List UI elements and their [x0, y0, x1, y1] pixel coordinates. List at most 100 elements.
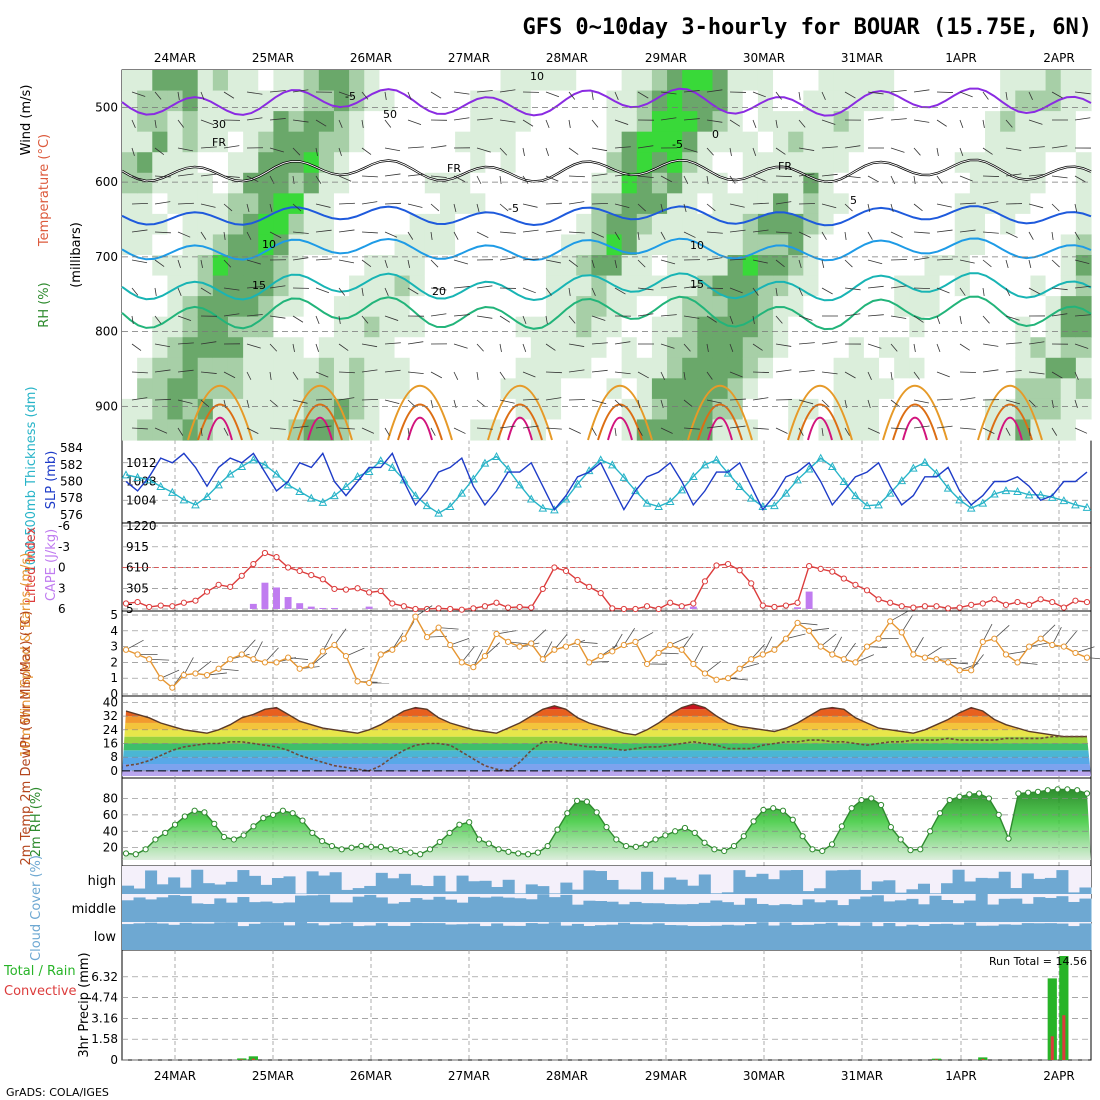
- rh-cell: [924, 275, 941, 297]
- wind-barb: [338, 91, 353, 97]
- wind-barb: [890, 203, 894, 213]
- rh-cell: [757, 193, 774, 215]
- rh-cell: [591, 213, 608, 236]
- cloud-cell-middle: [618, 904, 631, 922]
- wind-tick-label: 1: [110, 671, 118, 685]
- date-label-top: 31MAR: [841, 51, 883, 65]
- wind-barb: [407, 427, 410, 437]
- rh-point: [593, 809, 600, 816]
- temp-contour-minus5: [121, 87, 1092, 117]
- wind-barb: [568, 201, 585, 205]
- rh-cell: [515, 316, 532, 338]
- rh-cell: [1015, 316, 1032, 338]
- wind-barb: [913, 425, 930, 429]
- rh-cell: [212, 255, 229, 277]
- cloud-cell-high: [802, 891, 815, 894]
- rh-cell: [500, 70, 517, 92]
- wind-barb: [959, 343, 970, 351]
- contour-label: 50: [383, 108, 397, 121]
- rh-cell: [879, 213, 895, 236]
- temp-color-bands: [122, 704, 1091, 776]
- wind-barb: [246, 175, 259, 183]
- rh-cell: [833, 337, 850, 359]
- cloud-cell-low: [825, 922, 838, 950]
- rh-point: [397, 847, 404, 855]
- rh-cell: [742, 255, 759, 277]
- rh-cell: [258, 234, 275, 256]
- lifted-index-line: [125, 552, 1088, 611]
- rh-point: [936, 810, 944, 817]
- wind-barb: [361, 287, 364, 297]
- cloud-cell-low: [318, 925, 331, 950]
- wind-barb: [1074, 314, 1091, 317]
- rh-cell: [122, 70, 138, 92]
- cloud-cell-high: [606, 879, 619, 894]
- rh-cell: [969, 275, 986, 297]
- contour-label: 0: [712, 128, 719, 141]
- wind-barb: [867, 314, 884, 317]
- rh-cell: [1015, 213, 1032, 236]
- wind-barb: [752, 371, 769, 373]
- rh-cell: [333, 316, 350, 338]
- precip-convective-bar: [981, 1058, 985, 1060]
- wind-barb: [315, 371, 329, 378]
- rh-point: [426, 846, 434, 853]
- rh-point: [799, 833, 806, 840]
- wind-barb: [499, 257, 516, 261]
- cloud-cell-high: [179, 887, 192, 894]
- cloud-cell-low: [352, 926, 365, 950]
- rh-cell: [409, 111, 426, 133]
- rh-cell: [273, 357, 290, 379]
- rh-cell: [439, 213, 456, 236]
- rh-cell: [1045, 357, 1062, 379]
- rh-cell: [833, 131, 850, 153]
- wind-speed-point: [331, 641, 338, 649]
- cloud-cell-high: [398, 873, 411, 894]
- rh-cell: [394, 131, 411, 153]
- wind-speed-point: [516, 643, 523, 650]
- rh-cell: [954, 70, 971, 92]
- thickness-point: [492, 451, 501, 460]
- wind-speed-point: [667, 641, 674, 649]
- rh-cell: [409, 90, 426, 112]
- cloud-cell-middle: [791, 904, 804, 922]
- rh-cell: [803, 275, 820, 297]
- rh-cell: [863, 70, 880, 92]
- cloud-cell-low: [756, 922, 769, 950]
- rh-cell: [152, 275, 169, 297]
- wind-barb: [453, 231, 459, 240]
- rh-cell: [788, 378, 804, 400]
- wind-barb: [131, 343, 142, 351]
- wind-barb: [292, 343, 295, 353]
- wind-barb: [614, 287, 626, 295]
- lifted-index-point: [157, 602, 164, 609]
- wind-barb: [867, 175, 879, 183]
- wind-barb: [200, 371, 217, 374]
- cloud-cell-low: [433, 923, 446, 950]
- date-label-top: 26MAR: [350, 51, 392, 65]
- cloud-cell-high: [271, 878, 284, 894]
- wind-barb: [568, 231, 585, 234]
- rh-cell: [182, 275, 199, 297]
- rh-cell: [379, 275, 396, 297]
- wind-speed-point: [1072, 649, 1079, 657]
- rh-cell: [470, 337, 486, 359]
- rh-cell: [424, 275, 441, 297]
- wind-tick-label: 4: [110, 624, 118, 638]
- wind-barb: [269, 315, 286, 319]
- rh-cell: [152, 234, 169, 256]
- temp-contour-25: [487, 384, 553, 441]
- rh-cell: [848, 316, 865, 338]
- rh-cell: [122, 357, 138, 379]
- wind-barb: [798, 147, 815, 151]
- wind-barb: [706, 175, 709, 185]
- wind-barb: [867, 117, 884, 121]
- thickness-point: [885, 488, 895, 497]
- wind-barb: [361, 175, 378, 178]
- cloud-cell-low: [906, 924, 919, 950]
- rh-cell: [742, 398, 759, 421]
- wind-barb: [591, 399, 607, 405]
- rh-cell: [1000, 111, 1016, 133]
- rh-cell: [333, 152, 350, 174]
- wind-barb: [913, 371, 920, 380]
